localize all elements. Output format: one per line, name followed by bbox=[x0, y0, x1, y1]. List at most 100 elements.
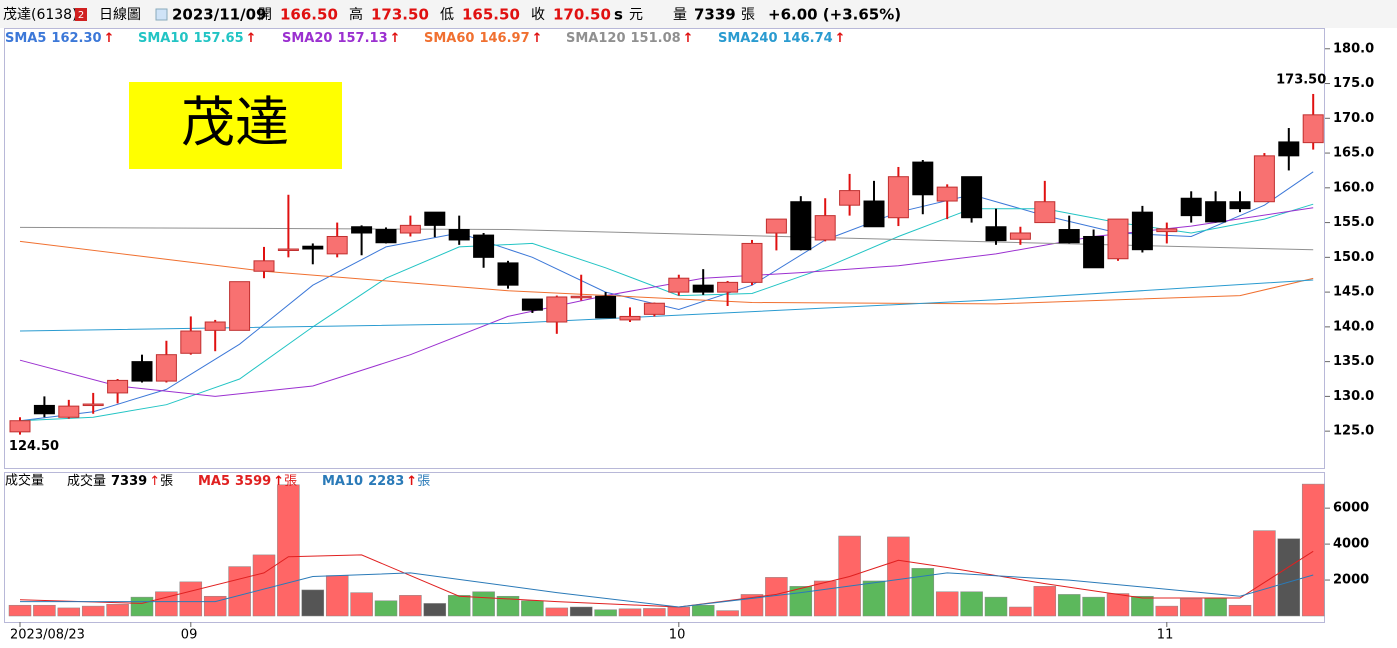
candle-body bbox=[912, 161, 934, 196]
ma-line bbox=[19, 279, 1314, 332]
legend-entry: SMA240 146.74 ↑ bbox=[718, 31, 846, 46]
volume-bar bbox=[228, 566, 251, 617]
legend-value: 157.13 bbox=[337, 31, 387, 46]
candle-body bbox=[58, 405, 80, 418]
price-panel bbox=[4, 28, 1325, 469]
legend-arrow: ↑ bbox=[835, 31, 846, 46]
change: +6.00 (+3.65%) bbox=[768, 6, 901, 24]
volume-bar bbox=[472, 591, 495, 617]
low-label: 低 bbox=[440, 7, 454, 23]
panel-title: 成交量 bbox=[5, 473, 44, 489]
annotation: 124.50 bbox=[9, 439, 59, 454]
legend-entry: SMA60 146.97 ↑ bbox=[424, 31, 543, 46]
volume: 7339 bbox=[694, 6, 736, 24]
volume-bar bbox=[350, 592, 373, 617]
legend-entry: SMA20 157.13 ↑ bbox=[282, 31, 401, 46]
candle-body bbox=[1058, 229, 1080, 244]
candle-body bbox=[229, 281, 251, 331]
volume-bar bbox=[569, 606, 593, 617]
volume-bar bbox=[33, 604, 56, 617]
date: 2023/11/09 bbox=[172, 6, 266, 24]
ma-line bbox=[19, 171, 1314, 422]
volume-bar bbox=[1131, 595, 1154, 617]
volume-bar bbox=[1082, 596, 1105, 617]
candle-body bbox=[839, 190, 861, 206]
candle-body bbox=[1180, 197, 1202, 217]
candle-body bbox=[717, 281, 739, 293]
legend-arrow: ↑ bbox=[683, 31, 694, 46]
candle-body bbox=[1009, 232, 1031, 240]
volume-bar bbox=[1253, 530, 1276, 617]
candle-body bbox=[1156, 228, 1178, 233]
candle-body bbox=[82, 403, 104, 407]
legend-name: SMA10 bbox=[138, 31, 188, 46]
volume-bar bbox=[1228, 604, 1252, 617]
candle-body bbox=[204, 321, 226, 331]
candle-body bbox=[497, 262, 519, 286]
volume-bar bbox=[325, 575, 349, 617]
high: 173.50 bbox=[371, 6, 429, 24]
volume-bar bbox=[862, 580, 886, 617]
candle-body bbox=[399, 224, 421, 234]
volume-legend-unit: 張 bbox=[160, 474, 173, 489]
legend-value: 2283 bbox=[368, 474, 404, 489]
legend-value: 157.65 bbox=[193, 31, 243, 46]
candle-body bbox=[619, 315, 641, 321]
legend-entry: MA10 2283 ↑張 bbox=[322, 474, 430, 489]
volume-legend-value: 7339 bbox=[111, 474, 147, 489]
checkbox[interactable] bbox=[155, 8, 168, 21]
open-label: 開 bbox=[258, 7, 272, 23]
high-label: 高 bbox=[349, 6, 363, 23]
volume-bar bbox=[935, 591, 959, 617]
volume-bar bbox=[179, 581, 203, 617]
ma-line bbox=[20, 572, 1314, 608]
legend-arrow: ↑ bbox=[149, 474, 160, 489]
volume-bar bbox=[106, 604, 129, 617]
candle-body bbox=[668, 277, 690, 293]
volume-bar bbox=[1179, 598, 1203, 617]
currency: 元 bbox=[629, 7, 643, 23]
volume-bar bbox=[813, 580, 837, 617]
legend-unit: 張 bbox=[417, 474, 430, 489]
legend-entry: MA5 3599 ↑張 bbox=[198, 474, 297, 489]
y-tick-label: 4000 bbox=[1333, 537, 1369, 552]
legend-entry: SMA5 162.30 ↑ bbox=[5, 31, 114, 46]
y-tick-label: 155.0 bbox=[1333, 215, 1374, 230]
volume-unit: 張 bbox=[741, 7, 755, 23]
candle-body bbox=[351, 226, 373, 234]
view-label: 日線圖 bbox=[99, 7, 141, 23]
legend-name: MA5 bbox=[198, 474, 230, 489]
volume-bar bbox=[789, 586, 813, 617]
volume-label: 量 bbox=[673, 7, 687, 23]
badge: 2 bbox=[78, 10, 84, 21]
volume-bar bbox=[960, 591, 983, 617]
volume-bar bbox=[57, 607, 81, 617]
candle-body bbox=[302, 245, 324, 250]
volume-bar bbox=[277, 484, 300, 617]
chart-title: 茂達 bbox=[181, 91, 289, 154]
legend-value: 146.74 bbox=[783, 31, 833, 46]
candle-body bbox=[277, 248, 299, 251]
x-tick-label: 11 bbox=[1157, 628, 1174, 643]
candle-body bbox=[448, 229, 470, 241]
candle-body bbox=[936, 186, 958, 202]
candle-body bbox=[1302, 114, 1324, 144]
stock-name: 茂達(6138) bbox=[3, 6, 78, 23]
open: 166.50 bbox=[280, 6, 338, 24]
volume-bar bbox=[1057, 594, 1081, 617]
y-tick-label: 165.0 bbox=[1333, 146, 1374, 161]
candle-body bbox=[9, 420, 31, 433]
volume-panel bbox=[4, 472, 1325, 623]
candle-body bbox=[375, 229, 397, 244]
candle-body bbox=[253, 260, 275, 272]
candle-body bbox=[570, 295, 592, 299]
candle-body bbox=[643, 302, 665, 315]
legend-value: 151.08 bbox=[631, 31, 681, 46]
volume-bar bbox=[887, 536, 910, 617]
volume-bar bbox=[8, 604, 32, 617]
s-mark: s bbox=[614, 6, 623, 24]
candle-body bbox=[521, 298, 543, 311]
legend-name: SMA60 bbox=[424, 31, 474, 46]
close: 170.50 bbox=[553, 6, 611, 24]
volume-bar bbox=[496, 595, 520, 617]
